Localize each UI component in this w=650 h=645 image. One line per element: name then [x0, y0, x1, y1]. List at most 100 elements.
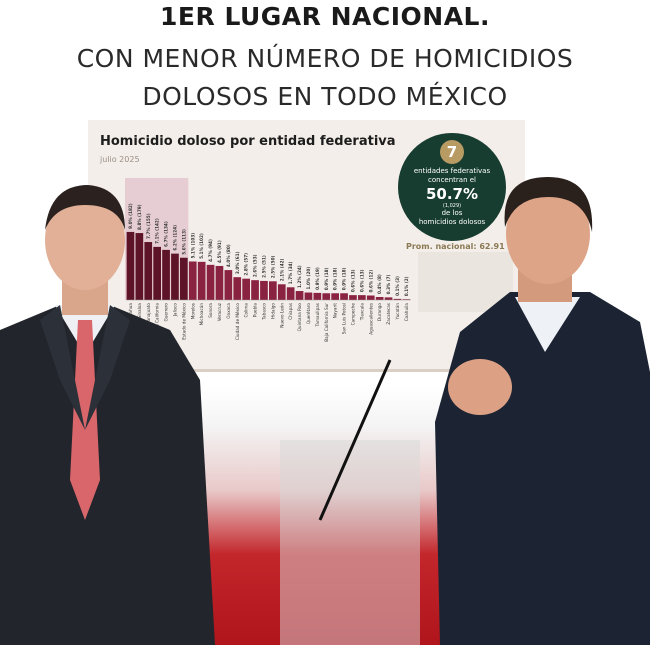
- badge-text-3: de los: [441, 209, 463, 217]
- bar: [375, 297, 384, 300]
- category-label: Coahuila: [404, 303, 409, 322]
- bar-value-label: 0.9% (19): [315, 267, 320, 290]
- bar: [286, 287, 295, 300]
- badge-text-1: entidades federativas: [413, 167, 491, 175]
- bar: [358, 295, 366, 300]
- podium: [280, 359, 420, 645]
- category-label: Querétaro: [306, 303, 311, 325]
- qr-area: [418, 252, 513, 312]
- chart-title: Homicidio doloso por entidad federativa: [100, 134, 396, 149]
- bar-value-label: 1.7% (34): [288, 261, 293, 284]
- category-label: Tlaxcala: [359, 303, 364, 322]
- bar-value-label: 0.6% (13): [350, 269, 355, 292]
- bar: [340, 293, 348, 300]
- headline-line-2: CON MENOR NÚMERO DE HOMICIDIOS: [76, 44, 574, 73]
- bar: [349, 295, 357, 300]
- category-label: Ciudad de México: [235, 303, 240, 341]
- category-label: Sinaloa: [137, 303, 142, 319]
- category-label: Tamaulipas: [315, 303, 320, 327]
- chart-subtitle: julio 2025: [100, 155, 140, 164]
- bar: [269, 281, 277, 300]
- bar: [366, 295, 375, 300]
- bar-value-label: 0.6% (13): [359, 269, 364, 292]
- headline-line-3: DOLOSOS EN TODO MÉXICO: [142, 82, 508, 111]
- bar-value-label: 4.0% (80): [226, 244, 231, 267]
- microphone: [318, 359, 392, 521]
- bar-value-label: 2.5% (51): [261, 255, 266, 278]
- category-label: Puebla: [253, 303, 258, 318]
- bar-value-label: 7.7% (155): [146, 213, 151, 239]
- category-label: Baja California Sur: [324, 303, 329, 342]
- badge-text-2: concentran el: [428, 176, 476, 184]
- badge-number: 7: [440, 140, 464, 164]
- bar-value-label: 2.8% (57): [244, 253, 249, 276]
- bar-value-label: 6.7% (134): [164, 221, 169, 247]
- bar: [331, 293, 339, 300]
- category-label: Nuevo León: [279, 303, 284, 328]
- bar-value-label: 0.9% (18): [342, 267, 347, 290]
- bar: [171, 253, 179, 300]
- category-label: Guanajuato: [146, 303, 151, 328]
- national-average: Prom. nacional: 62.91: [406, 242, 505, 251]
- category-label: San Luis Potosí: [342, 302, 347, 334]
- category-label: Veracruz: [217, 302, 222, 321]
- bar: [197, 261, 206, 300]
- bar: [393, 298, 402, 300]
- category-label: Zacatecas: [386, 303, 391, 325]
- bar: [188, 261, 197, 300]
- bar-value-label: 6.2% (124): [172, 225, 177, 251]
- bar-value-label: 4.5% (91): [217, 240, 222, 263]
- chart-panel: Homicidio doloso por entidad federativa …: [88, 120, 525, 372]
- bar-value-label: 1.2% (24): [297, 265, 302, 288]
- category-label: Baja California: [155, 303, 160, 334]
- badge-text-4: homicidios dolosos: [418, 218, 486, 226]
- bar-value-label: 0.9% (18): [333, 267, 338, 290]
- badge-percent: 50.7%: [425, 185, 479, 203]
- bar-value-label: 9.0% (182): [128, 203, 133, 229]
- bar-value-label: 0.3% (7): [386, 274, 391, 294]
- category-label: Yucatán: [395, 303, 400, 321]
- bar: [162, 249, 170, 300]
- bar-value-label: 0.9% (18): [324, 267, 329, 290]
- category-label: Sonora: [208, 303, 213, 318]
- bar: [384, 297, 393, 300]
- bar: [135, 233, 144, 300]
- bar-value-label: 0.1% (2): [404, 276, 409, 296]
- bar: [277, 284, 286, 300]
- bar-value-label: 2.5% (50): [270, 255, 275, 278]
- person-left-photo: [0, 185, 215, 645]
- bar-value-label: 0.1% (3): [395, 276, 400, 296]
- bar: [153, 246, 161, 300]
- category-label: Tabasco: [261, 303, 266, 321]
- bar-value-label: 4.7% (94): [208, 239, 213, 262]
- bar: [295, 291, 304, 300]
- bar-value-label: 0.6% (12): [368, 270, 373, 293]
- bar: [144, 242, 153, 300]
- headline-title: 1ER LUGAR NACIONAL.: [160, 2, 490, 31]
- bar-value-label: 3.0% (61): [235, 251, 240, 274]
- bar-chart: 9.0% (182)Chihuahua8.8% (179)Sinaloa7.7%…: [125, 178, 411, 342]
- bar: [224, 270, 233, 300]
- category-label: Estado de México: [181, 303, 186, 340]
- category-label: Durango: [377, 303, 382, 321]
- bar: [215, 265, 224, 300]
- bar-value-label: 5.1% (103): [190, 233, 195, 259]
- category-label: Jalisco: [172, 303, 177, 318]
- category-label: Chiapas: [288, 303, 293, 320]
- bar: [251, 280, 259, 300]
- summary-badge: 7 entidades federativas concentran el 50…: [398, 133, 506, 241]
- category-label: Aguascalientes: [368, 303, 373, 335]
- bar-value-label: 8.8% (179): [137, 204, 142, 230]
- bar-value-label: 1.0% (20): [306, 267, 311, 290]
- bar-value-label: 7.1% (142): [155, 218, 160, 244]
- badge-count: (1,029): [442, 203, 462, 209]
- bar-value-label: 2.6% (53): [253, 254, 258, 277]
- bar: [233, 277, 242, 300]
- category-label: Campeche: [350, 303, 355, 326]
- category-label: Hidalgo: [270, 303, 275, 319]
- bar: [313, 292, 322, 300]
- bar: [180, 257, 188, 300]
- bar-value-label: 2.1% (42): [279, 258, 284, 281]
- bar: [322, 293, 331, 300]
- bar: [126, 231, 135, 300]
